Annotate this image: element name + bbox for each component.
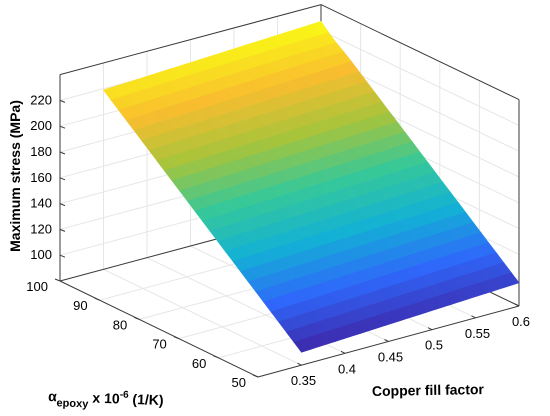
x-tick-mark (134, 316, 140, 320)
backwall-grid-z (320, 29, 520, 126)
y-tick-mark (471, 315, 476, 319)
y-tick-label: 0.4 (338, 361, 356, 376)
x-tick-mark (54, 278, 61, 282)
x-tick-label: 90 (73, 298, 87, 313)
x-axis-label-symbol: α (48, 388, 58, 404)
z-tick-mark (59, 228, 66, 232)
box-edge (320, 4, 520, 101)
x-tick-mark (94, 297, 100, 301)
y-axis-label: Copper fill factor (372, 381, 485, 399)
x-tick-label: 80 (113, 317, 127, 332)
y-tick-mark (514, 303, 520, 307)
y-tick-label: 0.5 (425, 338, 443, 353)
x-axis-label: αepoxy x 10-6 (1/K) (48, 387, 164, 413)
x-tick-mark (173, 336, 179, 340)
x-axis-label-unit: (1/K) (128, 391, 164, 408)
x-axis-label-rest: x 10 (88, 389, 120, 406)
z-tick-label: 220 (30, 92, 52, 107)
floor-grid-y (103, 268, 302, 366)
x-tick-label: 100 (26, 279, 48, 294)
z-tick-label: 100 (30, 247, 52, 262)
y-tick-label: 0.45 (378, 350, 403, 365)
box-edge (59, 4, 322, 76)
box-edge (59, 280, 259, 378)
x-tick-label: 60 (192, 356, 206, 371)
z-tick-mark (59, 203, 66, 207)
y-tick-label: 0.35 (291, 373, 316, 388)
z-tick-mark (59, 125, 66, 129)
z-tick-label: 120 (30, 221, 52, 236)
z-tick-label: 140 (30, 196, 52, 211)
x-tick-label: 50 (232, 375, 246, 390)
y-tick-mark (297, 362, 302, 366)
z-tick-mark (59, 99, 66, 103)
y-tick-mark (384, 339, 389, 342)
stress-surface (103, 21, 520, 353)
z-tick-mark (59, 151, 66, 155)
y-tick-mark (427, 327, 433, 331)
y-tick-label: 0.55 (465, 326, 490, 341)
z-tick-mark (59, 254, 66, 258)
y-tick-label: 0.6 (512, 314, 530, 329)
z-tick-label: 180 (30, 144, 52, 159)
x-tick-label: 70 (152, 337, 166, 352)
z-tick-label: 160 (30, 170, 52, 185)
x-tick-mark (213, 355, 219, 359)
z-tick-mark (59, 177, 66, 181)
y-tick-mark (340, 350, 346, 354)
z-tick-label: 200 (30, 118, 52, 133)
z-axis-label: Maximum stress (MPa) (7, 100, 23, 252)
axes: 100 120 140 160 180 200 220 50 60 70 80 90 100 0.35 0.… (26, 92, 530, 390)
x-axis-label-exponent: -6 (120, 390, 130, 401)
x-tick-mark (252, 374, 259, 378)
surface-patch (293, 339, 311, 353)
x-axis-label-subscript: epoxy (56, 397, 89, 410)
